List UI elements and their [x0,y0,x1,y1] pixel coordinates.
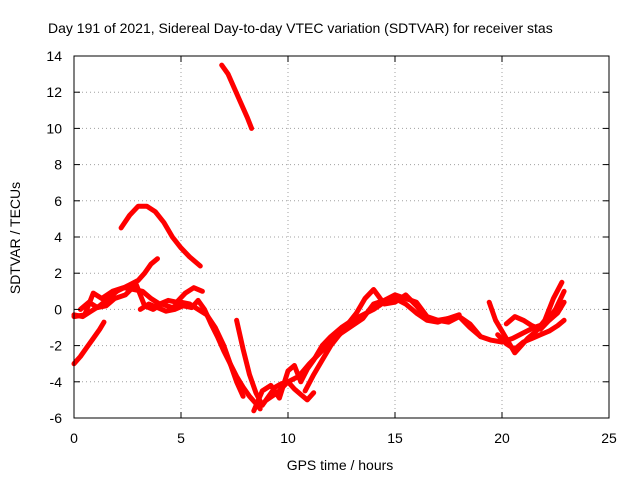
series-arc-5 [118,203,203,269]
y-tick-label: -4 [50,374,63,390]
series-arc-14 [503,299,567,332]
x-tick-label: 0 [70,430,78,446]
y-axis-ticks: -6 -4 -2 0 2 4 6 8 10 12 14 [46,48,609,426]
y-tick-label: 4 [54,229,62,245]
series-arc-7 [219,62,255,131]
y-tick-label: 12 [46,84,62,100]
x-axis-ticks: 0 5 10 15 20 25 [70,56,617,446]
series-arc-13 [495,317,567,352]
series-arc-8 [234,317,317,408]
y-tick-label: 10 [46,120,62,136]
x-tick-label: 10 [280,430,296,446]
y-axis-label: SDTVAR / TECUs [7,182,23,294]
series-arc-1 [71,319,107,367]
y-tick-label: 0 [54,301,62,317]
y-tick-label: 8 [54,157,62,173]
y-tick-label: 2 [54,265,62,281]
series-arc-3 [71,285,205,320]
y-tick-label: 14 [46,48,62,64]
series-arc-9 [251,296,462,414]
chart-title: Day 191 of 2021, Sidereal Day-to-day VTE… [48,20,553,36]
x-axis-label: GPS time / hours [287,457,394,473]
y-tick-label: -6 [50,410,63,426]
x-tick-label: 25 [601,430,617,446]
y-tick-label: -2 [50,338,63,354]
x-tick-label: 20 [494,430,510,446]
y-tick-label: 6 [54,193,62,209]
grid-lines [74,56,609,418]
series-layer [71,62,567,414]
x-tick-label: 15 [387,430,403,446]
series-arc-6 [137,297,263,412]
x-tick-label: 5 [177,430,185,446]
series-arc-11 [302,287,567,394]
